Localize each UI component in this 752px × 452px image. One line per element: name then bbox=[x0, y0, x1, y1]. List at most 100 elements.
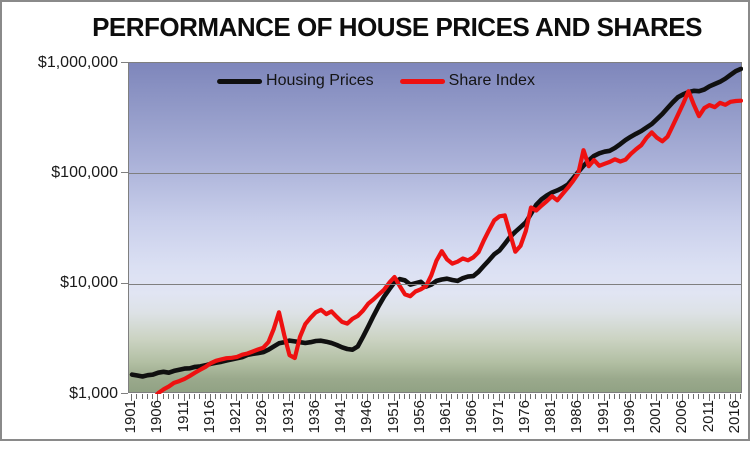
x-axis-tick bbox=[619, 394, 620, 399]
y-axis-label: $100,000 bbox=[51, 164, 118, 181]
x-axis-tick bbox=[310, 394, 311, 399]
x-axis-label: 1981 bbox=[542, 400, 559, 434]
x-axis-tick bbox=[336, 394, 337, 399]
x-axis-tick bbox=[588, 394, 589, 399]
x-axis-tick bbox=[394, 394, 395, 401]
x-axis-tick bbox=[157, 394, 158, 401]
x-axis-tick bbox=[667, 394, 668, 399]
x-axis-tick bbox=[472, 394, 473, 401]
y-axis-tick bbox=[121, 62, 128, 63]
x-axis-tick bbox=[572, 394, 573, 399]
x-axis-tick bbox=[509, 394, 510, 399]
x-axis-tick bbox=[173, 394, 174, 399]
x-axis-tick bbox=[178, 394, 179, 399]
x-axis-tick bbox=[656, 394, 657, 401]
x-axis-tick bbox=[278, 394, 279, 399]
x-axis-tick bbox=[388, 394, 389, 399]
y-axis-label: $1,000,000 bbox=[37, 54, 118, 71]
x-axis-tick bbox=[609, 394, 610, 399]
x-axis-tick bbox=[562, 394, 563, 399]
x-axis-tick bbox=[546, 394, 547, 399]
x-axis-tick bbox=[409, 394, 410, 399]
x-axis-tick bbox=[383, 394, 384, 399]
x-axis-tick bbox=[651, 394, 652, 399]
x-axis-tick bbox=[194, 394, 195, 399]
x-axis-tick bbox=[640, 394, 641, 399]
data-series-layer bbox=[129, 66, 743, 394]
x-axis-tick bbox=[325, 394, 326, 399]
x-axis-tick bbox=[661, 394, 662, 399]
x-axis-tick bbox=[425, 394, 426, 399]
x-axis-tick bbox=[357, 394, 358, 399]
x-axis-tick bbox=[483, 394, 484, 399]
x-axis-tick bbox=[567, 394, 568, 399]
legend-label: Housing Prices bbox=[266, 72, 374, 89]
x-axis-tick bbox=[184, 394, 185, 401]
x-axis-tick bbox=[577, 394, 578, 401]
y-axis-label: $10,000 bbox=[60, 274, 118, 291]
x-axis-tick bbox=[488, 394, 489, 399]
x-axis-tick bbox=[493, 394, 494, 399]
y-axis-tick bbox=[121, 283, 128, 284]
x-axis-tick bbox=[131, 394, 132, 401]
x-axis-tick bbox=[415, 394, 416, 399]
x-axis-tick bbox=[241, 394, 242, 399]
x-axis-tick bbox=[551, 394, 552, 401]
x-axis-label: 2016 bbox=[726, 400, 743, 434]
x-axis-label: 1951 bbox=[385, 400, 402, 434]
x-axis-tick bbox=[299, 394, 300, 399]
x-axis-tick bbox=[630, 394, 631, 401]
x-axis-tick bbox=[147, 394, 148, 399]
x-axis-tick bbox=[724, 394, 725, 399]
x-axis-tick bbox=[735, 394, 736, 401]
x-axis-label: 1956 bbox=[411, 400, 428, 434]
plot-area bbox=[128, 62, 743, 394]
x-axis-tick bbox=[535, 394, 536, 399]
chart-title: PERFORMANCE OF HOUSE PRICES AND SHARES bbox=[92, 12, 702, 42]
x-axis-tick bbox=[614, 394, 615, 399]
x-axis-tick bbox=[693, 394, 694, 399]
x-axis-tick bbox=[446, 394, 447, 401]
x-axis-tick bbox=[378, 394, 379, 399]
x-axis-tick bbox=[682, 394, 683, 401]
legend: Housing Prices Share Index bbox=[217, 72, 535, 90]
x-axis-tick bbox=[556, 394, 557, 399]
x-axis-tick bbox=[420, 394, 421, 401]
x-axis-label: 1906 bbox=[148, 400, 165, 434]
x-axis-label: 2006 bbox=[673, 400, 690, 434]
x-axis-tick bbox=[352, 394, 353, 399]
x-axis-tick bbox=[268, 394, 269, 399]
x-axis-tick bbox=[457, 394, 458, 399]
x-axis-tick bbox=[199, 394, 200, 399]
x-axis-label: 1916 bbox=[201, 400, 218, 434]
x-axis-label: 1936 bbox=[306, 400, 323, 434]
x-axis-tick bbox=[714, 394, 715, 399]
x-axis-tick bbox=[583, 394, 584, 399]
x-axis-tick bbox=[304, 394, 305, 399]
x-axis-tick bbox=[226, 394, 227, 399]
x-axis-tick bbox=[441, 394, 442, 399]
x-axis-tick bbox=[709, 394, 710, 401]
x-axis-tick bbox=[478, 394, 479, 399]
gridline bbox=[129, 173, 741, 174]
x-axis-tick bbox=[273, 394, 274, 399]
x-axis-tick bbox=[189, 394, 190, 399]
x-axis-tick bbox=[373, 394, 374, 399]
x-axis-tick bbox=[436, 394, 437, 399]
x-axis-tick bbox=[467, 394, 468, 399]
x-axis-tick bbox=[220, 394, 221, 399]
x-axis-label: 1901 bbox=[122, 400, 139, 434]
x-axis-tick bbox=[677, 394, 678, 399]
x-axis-tick bbox=[504, 394, 505, 399]
x-axis-label: 1931 bbox=[280, 400, 297, 434]
x-axis-label: 1946 bbox=[358, 400, 375, 434]
x-axis-tick bbox=[331, 394, 332, 399]
x-axis-tick bbox=[625, 394, 626, 399]
x-axis-label: 1996 bbox=[621, 400, 638, 434]
x-axis-tick bbox=[730, 394, 731, 399]
x-axis-tick bbox=[703, 394, 704, 399]
x-axis-tick bbox=[168, 394, 169, 399]
y-axis-tick bbox=[121, 393, 128, 394]
x-axis-tick bbox=[698, 394, 699, 399]
